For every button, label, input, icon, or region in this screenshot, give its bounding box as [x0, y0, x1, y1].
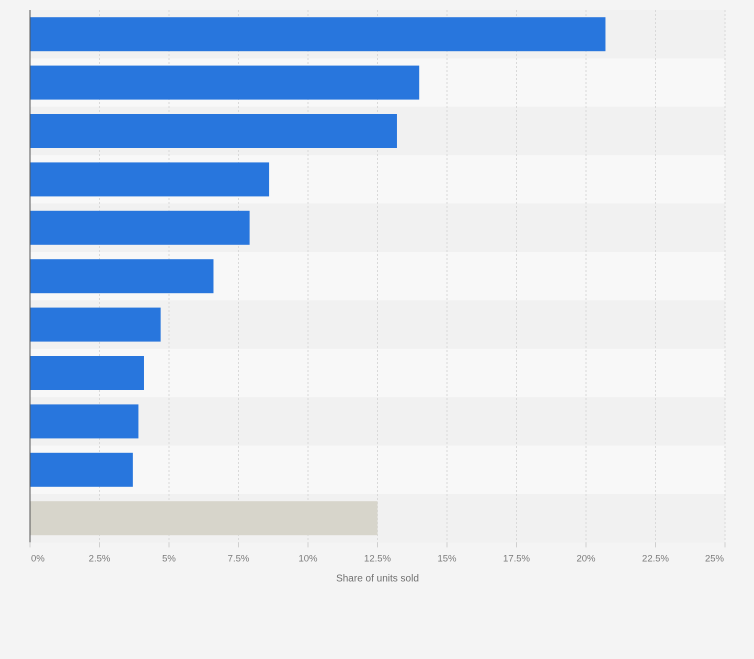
bar[interactable]: [30, 210, 250, 245]
bar[interactable]: [30, 501, 378, 536]
bar[interactable]: [30, 17, 606, 52]
bar[interactable]: [30, 114, 397, 148]
x-tick-label: 20%: [576, 553, 596, 564]
x-tick-label: 25%: [705, 553, 725, 564]
x-tick-label: 17.5%: [503, 553, 530, 564]
bar[interactable]: [30, 162, 270, 197]
bar[interactable]: [30, 307, 161, 342]
bar[interactable]: [30, 65, 420, 100]
bar[interactable]: [30, 259, 214, 294]
row-band: [30, 348, 725, 398]
row-band: [30, 397, 725, 446]
bar[interactable]: [30, 356, 144, 390]
x-tick-label: 12.5%: [364, 553, 391, 564]
x-tick-label: 5%: [162, 553, 176, 564]
row-band: [30, 445, 725, 494]
x-tick-label: 22.5%: [642, 553, 669, 564]
x-tick-label: 15%: [437, 553, 457, 564]
x-axis-ticks: 0% 2.5% 5% 7.5% 10% 12.5% 15% 17.5% 20% 22.5% 25%: [29, 542, 726, 564]
x-tick-label: 2.5%: [89, 553, 111, 564]
bar[interactable]: [30, 452, 133, 487]
x-tick-label: 0%: [31, 553, 45, 564]
bar[interactable]: [30, 404, 139, 439]
bars: [30, 17, 606, 536]
x-tick-label: 10%: [298, 553, 318, 564]
x-axis-title: Share of units sold: [336, 573, 419, 584]
x-tick-label: 7.5%: [228, 553, 250, 564]
